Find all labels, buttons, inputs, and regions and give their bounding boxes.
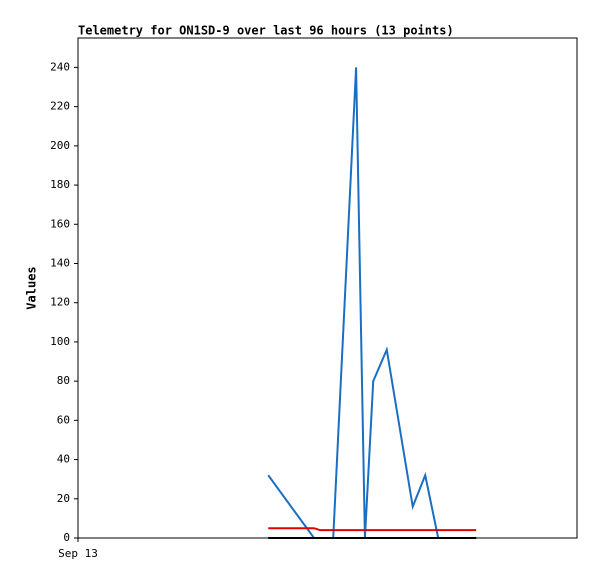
y-tick-label: 220 <box>50 100 70 113</box>
x-tick-label: Sep 13 <box>58 547 98 560</box>
y-tick-label: 200 <box>50 139 70 152</box>
y-tick-label: 20 <box>57 492 70 505</box>
chart-title: Telemetry for ON1SD-9 over last 96 hours… <box>78 24 454 38</box>
y-tick-label: 240 <box>50 60 70 73</box>
y-tick-label: 140 <box>50 256 70 269</box>
y-tick-label: 120 <box>50 296 70 309</box>
y-tick-label: 160 <box>50 217 70 230</box>
y-tick-label: 60 <box>57 413 70 426</box>
series-line <box>268 527 477 532</box>
y-tick-label: 40 <box>57 453 70 466</box>
y-tick-label: 180 <box>50 178 70 191</box>
plot-frame <box>77 37 578 539</box>
y-tick-label: 100 <box>50 335 70 348</box>
y-tick-label: 0 <box>63 531 70 544</box>
y-axis-title: Values <box>25 266 39 309</box>
y-tick-label: 80 <box>57 374 70 387</box>
series-line <box>267 67 477 539</box>
